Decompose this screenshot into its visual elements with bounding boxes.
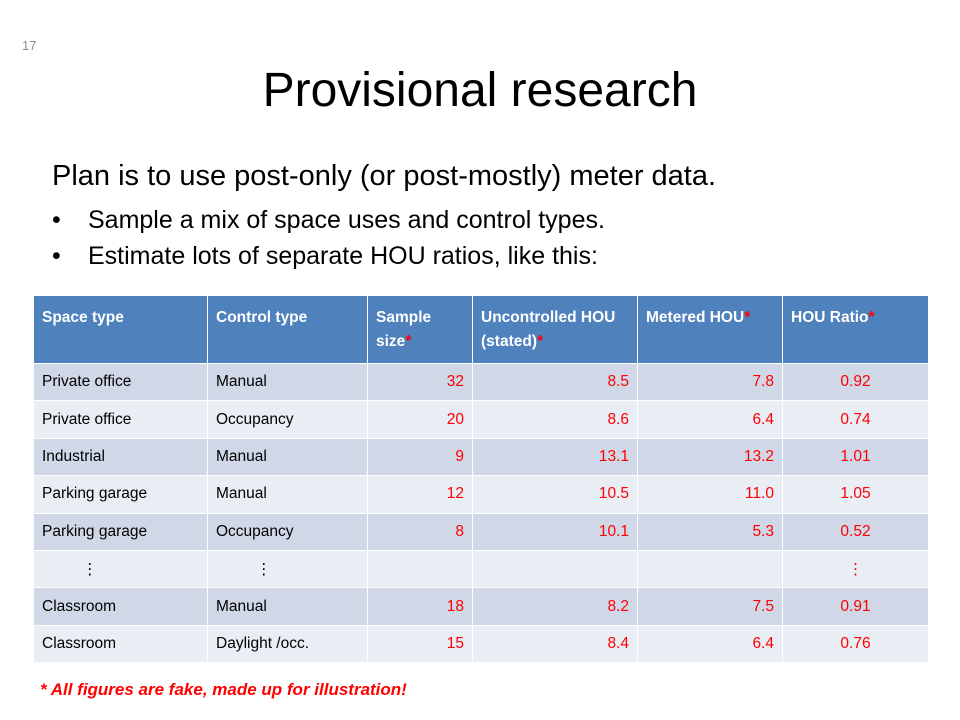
cell-control-type: Occupancy (207, 512, 368, 551)
cell-sample-size: 18 (367, 587, 473, 626)
cell-hou-ratio: 0.92 (782, 362, 929, 402)
cell-hou-ratio: 0.52 (782, 512, 929, 551)
cell-hou-ratio: 0.91 (782, 587, 929, 626)
vertical-ellipsis-icon: ⋮ (82, 560, 98, 578)
cell-space-type: Private office (33, 400, 208, 439)
bullet-item: Estimate lots of separate HOU ratios, li… (52, 238, 605, 274)
hou-ratio-table: Space type Control type Sample size* Unc… (33, 295, 929, 664)
cell-uncontrolled-hou: 10.1 (472, 512, 638, 551)
cell-metered-hou (637, 549, 783, 589)
cell-space-type: ⋮ (33, 549, 208, 589)
table-row: Classroom Daylight /occ. 15 8.4 6.4 0.76 (33, 624, 929, 664)
cell-uncontrolled-hou: 8.5 (472, 362, 638, 402)
header-uncontrolled-hou: Uncontrolled HOU (stated)* (472, 295, 638, 364)
cell-hou-ratio: ⋮ (782, 549, 929, 589)
cell-metered-hou: 6.4 (637, 400, 783, 439)
cell-sample-size: 15 (367, 624, 473, 664)
cell-uncontrolled-hou: 13.1 (472, 437, 638, 477)
cell-uncontrolled-hou: 10.5 (472, 475, 638, 514)
cell-control-type: Manual (207, 587, 368, 626)
cell-sample-size: 12 (367, 475, 473, 514)
cell-hou-ratio: 1.05 (782, 475, 929, 514)
cell-space-type: Classroom (33, 587, 208, 626)
header-sample-size: Sample size* (367, 295, 473, 364)
bullet-list: Sample a mix of space uses and control t… (52, 202, 605, 274)
table-row: Private office Occupancy 20 8.6 6.4 0.74 (33, 400, 929, 439)
cell-metered-hou: 7.8 (637, 362, 783, 402)
cell-sample-size: 32 (367, 362, 473, 402)
table-row: Private office Manual 32 8.5 7.8 0.92 (33, 362, 929, 402)
table-row: Classroom Manual 18 8.2 7.5 0.91 (33, 587, 929, 626)
vertical-ellipsis-icon: ⋮ (847, 560, 864, 578)
cell-metered-hou: 5.3 (637, 512, 783, 551)
bullet-item: Sample a mix of space uses and control t… (52, 202, 605, 238)
cell-metered-hou: 13.2 (637, 437, 783, 477)
cell-hou-ratio: 0.74 (782, 400, 929, 439)
header-metered-hou: Metered HOU* (637, 295, 783, 364)
cell-sample-size: 20 (367, 400, 473, 439)
cell-sample-size: 8 (367, 512, 473, 551)
cell-space-type: Industrial (33, 437, 208, 477)
ellipsis-row: ⋮ ⋮ ⋮ (33, 549, 929, 589)
cell-uncontrolled-hou: 8.2 (472, 587, 638, 626)
cell-hou-ratio: 1.01 (782, 437, 929, 477)
header-space-type: Space type (33, 295, 208, 364)
cell-control-type: Manual (207, 475, 368, 514)
table-row: Industrial Manual 9 13.1 13.2 1.01 (33, 437, 929, 477)
cell-metered-hou: 11.0 (637, 475, 783, 514)
table-row: Parking garage Occupancy 8 10.1 5.3 0.52 (33, 512, 929, 551)
cell-space-type: Private office (33, 362, 208, 402)
slide-number: 17 (22, 38, 37, 53)
cell-control-type: Daylight /occ. (207, 624, 368, 664)
slide-title: Provisional research (262, 64, 698, 117)
table-row: Parking garage Manual 12 10.5 11.0 1.05 (33, 475, 929, 514)
cell-uncontrolled-hou: 8.6 (472, 400, 638, 439)
cell-space-type: Parking garage (33, 512, 208, 551)
header-row: Space type Control type Sample size* Unc… (33, 295, 929, 364)
cell-uncontrolled-hou (472, 549, 638, 589)
vertical-ellipsis-icon: ⋮ (256, 560, 272, 578)
cell-metered-hou: 6.4 (637, 624, 783, 664)
cell-control-type: Manual (207, 362, 368, 402)
footnote: * All figures are fake, made up for illu… (40, 680, 407, 699)
header-hou-ratio: HOU Ratio* (782, 295, 929, 364)
cell-space-type: Classroom (33, 624, 208, 664)
cell-hou-ratio: 0.76 (782, 624, 929, 664)
cell-control-type: Manual (207, 437, 368, 477)
header-control-type: Control type (207, 295, 368, 364)
lead-text: Plan is to use post-only (or post-mostly… (52, 160, 717, 192)
cell-control-type: Occupancy (207, 400, 368, 439)
cell-metered-hou: 7.5 (637, 587, 783, 626)
cell-sample-size: 9 (367, 437, 473, 477)
cell-sample-size (367, 549, 473, 589)
cell-space-type: Parking garage (33, 475, 208, 514)
cell-uncontrolled-hou: 8.4 (472, 624, 638, 664)
cell-control-type: ⋮ (207, 549, 368, 589)
